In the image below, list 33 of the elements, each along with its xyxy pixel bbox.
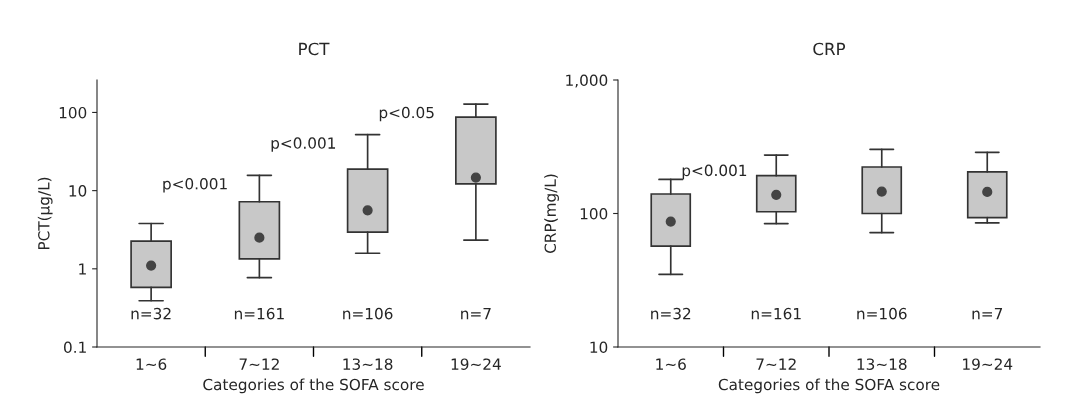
x-tick-label: 19∼24: [451, 358, 501, 370]
chart-title: CRP: [813, 42, 846, 56]
x-tick-label: 7∼12: [756, 358, 796, 370]
y-tick-label: 10: [69, 185, 87, 197]
annotation: n=7: [972, 308, 1003, 320]
annotation: n=161: [751, 307, 801, 320]
x-tick-label: 7∼12: [239, 358, 279, 370]
annotation: n=32: [651, 307, 691, 320]
y-tick-label: 100: [580, 207, 608, 220]
annotation: p<0.001: [271, 137, 336, 152]
annotation: n=7: [461, 308, 491, 320]
y-axis-title: CRP(mg/L): [544, 174, 559, 253]
x-tick-label: 19∼24: [963, 358, 1013, 370]
annotation: p<0.05: [379, 106, 434, 122]
chart-title: PCT: [299, 42, 330, 56]
x-tick-label: 1∼6: [656, 358, 686, 370]
x-tick-label: 13∼18: [857, 358, 907, 370]
x-axis-title: Categories of the SOFA score: [203, 378, 424, 394]
x-tick-label: 1∼6: [136, 358, 167, 370]
annotation: n=106: [857, 307, 907, 320]
annotation: n=32: [131, 307, 171, 320]
x-tick-label: 13∼18: [343, 358, 393, 370]
annotation: n=106: [343, 307, 393, 320]
y-axis-title: PCT(μg/L): [37, 177, 53, 250]
annotation: p<0.001: [163, 177, 227, 193]
annotation: n=161: [234, 307, 284, 320]
x-axis-title: Categories of the SOFA score: [718, 378, 940, 394]
y-tick-label: 1: [79, 263, 86, 275]
y-tick-label: 10: [590, 341, 608, 354]
y-tick-label: 100: [59, 106, 87, 119]
y-tick-label: 0.1: [63, 341, 86, 354]
annotation: p<0.001: [682, 164, 747, 180]
y-tick-label: 1,000: [566, 74, 608, 88]
